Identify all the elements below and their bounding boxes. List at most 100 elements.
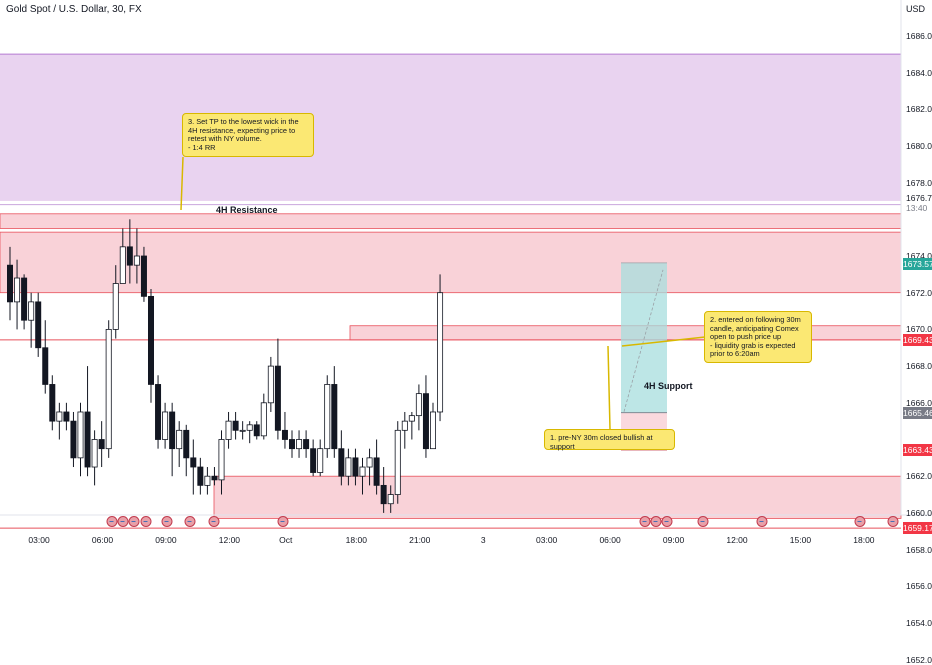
price-tag: 1673.57	[903, 257, 932, 270]
candle-body	[232, 420, 239, 431]
candle	[303, 430, 310, 458]
note-take-profit[interactable]: 3. Set TP to the lowest wick in the 4H r…	[182, 113, 314, 157]
candle	[28, 292, 35, 348]
note-entry[interactable]: 2. entered on following 30m candle, anti…	[704, 311, 812, 363]
resistance-band-top	[0, 213, 902, 229]
candle-body	[345, 457, 352, 477]
candle-body	[49, 384, 56, 422]
candle	[422, 375, 429, 458]
time-tick-label: Oct	[279, 535, 293, 545]
price-tick-label: 1672.00	[906, 287, 932, 298]
candle-body	[296, 439, 303, 450]
candle-body	[303, 439, 310, 450]
candle-body	[162, 411, 169, 440]
candle	[7, 246, 13, 321]
us-flag-icon[interactable]	[184, 516, 196, 527]
time-tick-label: 18:00	[345, 535, 367, 545]
candle	[408, 411, 415, 440]
symbol-title[interactable]: Gold Spot / U.S. Dollar, 30, FX	[6, 4, 142, 15]
candle-body	[331, 384, 338, 450]
candle	[345, 448, 352, 486]
candle	[296, 430, 303, 458]
candle-body	[380, 484, 387, 505]
candle-body	[126, 246, 133, 266]
candle-body	[42, 347, 49, 385]
time-tick-label: 06:00	[599, 535, 621, 545]
us-flag-icon[interactable]	[117, 516, 129, 527]
candle	[232, 411, 239, 440]
candle-body	[169, 411, 176, 450]
price-tag: 1663.43	[903, 443, 932, 456]
candle	[190, 439, 197, 495]
candle-body	[112, 283, 119, 330]
candle	[281, 411, 288, 449]
us-flag-icon[interactable]	[639, 516, 651, 527]
candle	[274, 338, 281, 440]
candle	[70, 411, 77, 468]
us-flag-icon[interactable]	[854, 516, 866, 527]
candle-body	[324, 384, 331, 450]
us-flag-icon[interactable]	[161, 516, 173, 527]
candle	[91, 430, 98, 486]
us-flag-icon[interactable]	[650, 516, 662, 527]
candle-body	[91, 439, 98, 468]
candle-body	[176, 429, 183, 450]
note-tp-pointer	[180, 156, 184, 211]
price-tick-label: 1682.00	[906, 104, 932, 115]
us-flag-icon[interactable]	[128, 516, 140, 527]
candle-body	[373, 457, 380, 486]
candle	[366, 448, 373, 486]
us-flag-icon[interactable]	[661, 516, 673, 527]
time-tick-label: 3	[480, 535, 486, 545]
candle	[331, 366, 338, 458]
candle-body	[21, 277, 28, 321]
candle	[429, 402, 436, 450]
candle	[401, 411, 408, 449]
candle-body	[98, 439, 105, 450]
note-pre-ny[interactable]: 1. pre-NY 30m closed bullish at support	[544, 429, 675, 450]
us-flag-icon[interactable]	[887, 516, 899, 527]
candle-body	[401, 420, 408, 431]
candle	[267, 356, 274, 412]
candle	[352, 448, 359, 486]
price-tag: 1659.17	[903, 522, 932, 535]
us-flag-icon[interactable]	[208, 516, 220, 527]
candle	[415, 384, 422, 431]
us-flag-icon[interactable]	[697, 516, 709, 527]
candle	[162, 402, 169, 449]
price-tick-label: 1662.00	[906, 471, 932, 482]
candle	[211, 467, 218, 486]
candle-body	[35, 301, 42, 349]
time-tick-label: 09:00	[662, 535, 685, 545]
candle	[35, 292, 42, 357]
candle-body	[253, 424, 260, 437]
candle-body	[437, 292, 444, 413]
candle	[197, 457, 204, 495]
time-tick-label: 21:00	[409, 535, 431, 545]
price-tick-label: 1660.00	[906, 507, 932, 518]
candle	[324, 375, 331, 458]
time-tick-label: 09:00	[155, 535, 177, 545]
candle	[84, 366, 91, 477]
candle-body	[352, 457, 359, 477]
price-tick-label: 1654.00	[906, 618, 932, 628]
candle-body	[190, 457, 197, 468]
candle-body	[281, 429, 288, 440]
candle-body	[28, 301, 35, 321]
time-tick-label: 15:00	[789, 535, 812, 545]
price-chart[interactable]	[0, 0, 932, 550]
candle-body	[204, 475, 211, 486]
us-flag-icon[interactable]	[106, 516, 118, 527]
candle	[169, 402, 176, 477]
candle-body	[267, 365, 274, 404]
candle	[155, 375, 162, 449]
last-price-label: 1676.77	[906, 193, 932, 204]
candle	[133, 228, 140, 284]
currency-label[interactable]: USD	[906, 4, 926, 14]
us-flag-icon[interactable]	[140, 516, 152, 527]
us-flag-icon[interactable]	[756, 516, 768, 527]
note-pre-ny-pointer	[607, 345, 611, 430]
candles-layer	[7, 219, 444, 513]
candle	[105, 320, 112, 458]
us-flag-icon[interactable]	[277, 516, 289, 527]
